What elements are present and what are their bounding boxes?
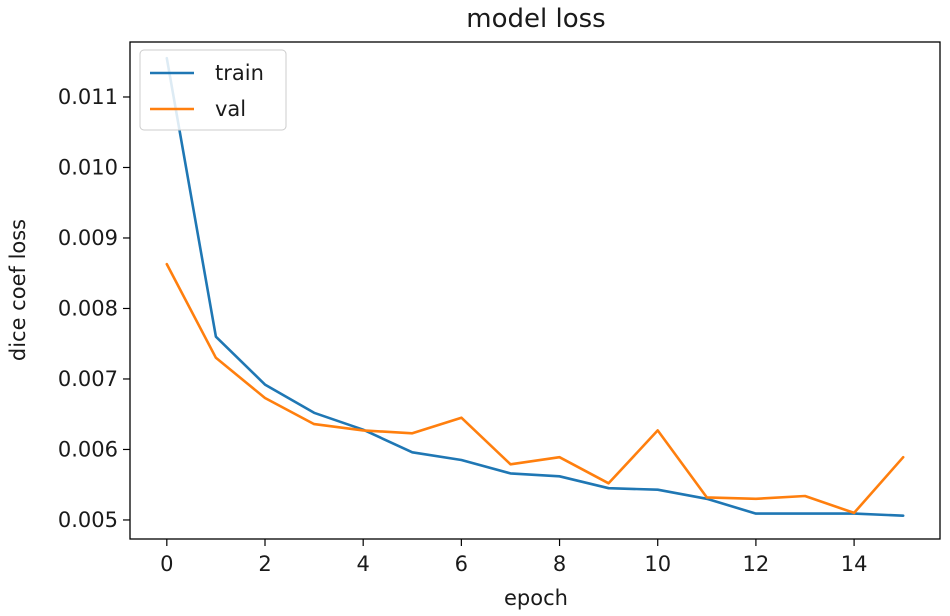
y-tick-label: 0.009 [58,226,118,250]
x-tick-label: 0 [160,552,173,576]
x-tick-label: 12 [743,552,770,576]
x-axis: 0 2 4 6 8 10 12 14 [160,539,867,576]
legend-label-val: val [215,97,246,121]
legend-box [139,49,287,131]
y-tick-label: 0.006 [58,437,118,461]
y-tick-label: 0.011 [58,85,118,109]
legend-label-train: train [215,61,264,85]
y-axis-label: dice coef loss [6,219,30,361]
plot-area [165,56,905,518]
series-line-val [165,262,905,515]
y-tick-label: 0.005 [58,508,118,532]
x-tick-label: 6 [455,552,468,576]
x-tick-label: 14 [841,552,868,576]
x-tick-label: 8 [553,552,566,576]
x-tick-label: 2 [258,552,271,576]
y-tick-label: 0.010 [58,155,118,179]
y-tick-label: 0.007 [58,367,118,391]
y-axis: 0.005 0.006 0.007 0.008 0.009 0.010 0.011 [58,85,130,532]
series-line-train [165,56,905,518]
chart-title: model loss [466,4,605,34]
x-tick-label: 10 [644,552,671,576]
x-tick-label: 4 [356,552,369,576]
axes-frame [129,41,941,540]
legend: train val [139,49,287,131]
y-tick-label: 0.008 [58,296,118,320]
x-axis-label: epoch [504,586,568,610]
